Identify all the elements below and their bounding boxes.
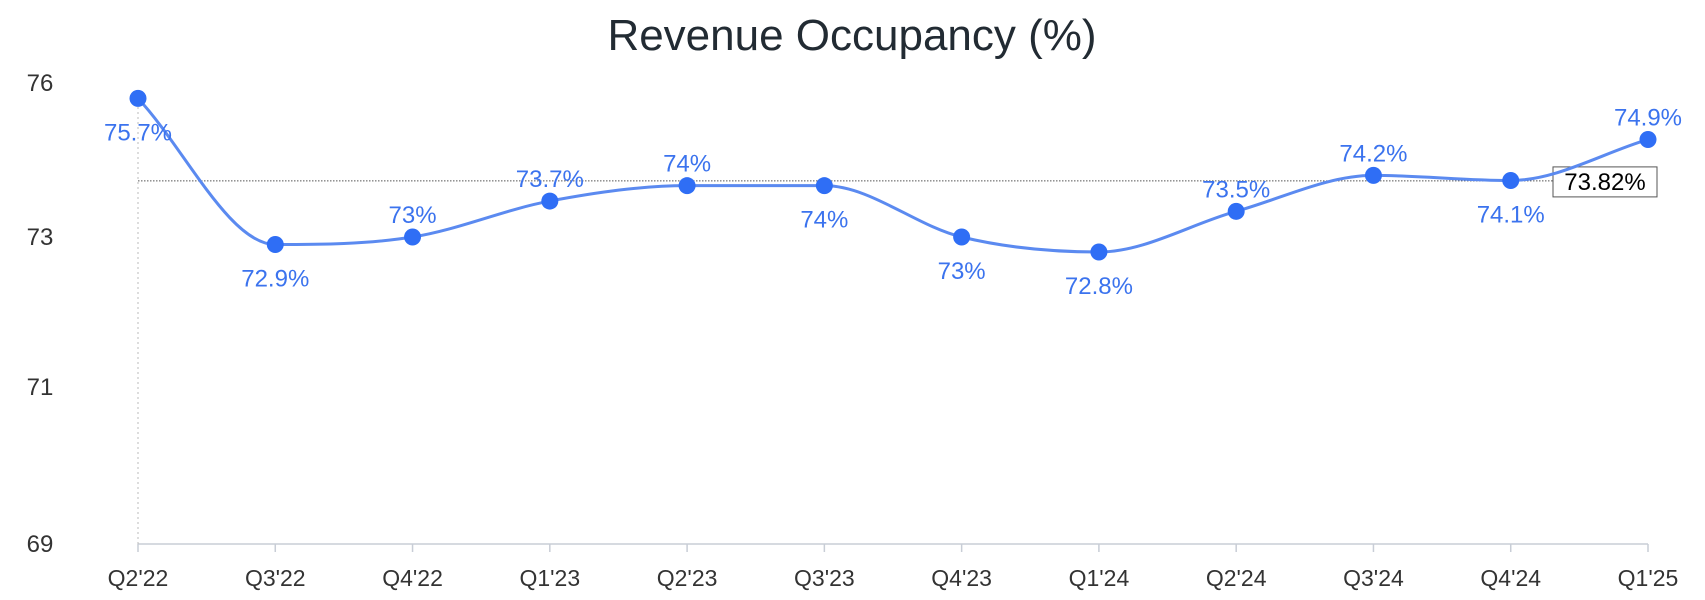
x-tick-label: Q2'24 (1206, 565, 1267, 591)
data-label: 74.1% (1477, 202, 1545, 229)
data-point (404, 228, 422, 246)
x-axis: Q2'22 Q3'22 Q4'22 Q1'23 Q2'23 Q3'23 Q4'23 Q1'24… (108, 97, 1679, 591)
data-point (1227, 202, 1245, 220)
data-point (1090, 243, 1108, 261)
data-label: 73.5% (1202, 176, 1270, 203)
y-tick-label: 76 (27, 70, 54, 97)
x-tick-label: Q4'24 (1480, 565, 1541, 591)
data-label: 73% (389, 202, 437, 229)
reference-line-group: 73.82% (138, 166, 1658, 198)
x-tick-label: Q2'22 (108, 565, 169, 591)
x-tick-label: Q3'23 (794, 565, 855, 591)
x-tick-label: Q1'25 (1618, 565, 1679, 591)
data-label: 74.2% (1339, 140, 1407, 167)
x-tick-label: Q1'23 (519, 565, 580, 591)
y-axis: 69 71 73 76 (27, 70, 54, 558)
x-tick-label: Q1'24 (1069, 565, 1130, 591)
data-label: 73% (938, 258, 986, 285)
series-group (129, 89, 1657, 261)
data-point (541, 192, 559, 210)
data-labels: 75.7% 72.9% 73% 73.7% 74% 74% 73% 72.8% 73.5% 74.… (104, 104, 1682, 300)
x-tick-label: Q2'23 (657, 565, 718, 591)
data-point (953, 228, 971, 246)
data-point (1639, 130, 1657, 148)
data-label: 72.8% (1065, 273, 1133, 300)
reference-label-box (1552, 166, 1658, 198)
data-label: 75.7% (104, 119, 172, 146)
data-point (815, 177, 833, 195)
y-tick-label: 73 (27, 224, 54, 251)
data-label: 74% (663, 151, 711, 178)
data-label: 73.7% (516, 166, 584, 193)
chart-title: Revenue Occupancy (%) (607, 11, 1096, 60)
data-label: 72.9% (241, 266, 309, 293)
data-point (1502, 172, 1520, 190)
y-tick-label: 71 (27, 374, 54, 401)
x-tick-label: Q3'24 (1343, 565, 1404, 591)
data-label: 74% (800, 207, 848, 234)
data-point (678, 177, 696, 195)
data-point (266, 236, 284, 253)
data-point (1364, 166, 1382, 184)
x-tick-label: Q4'22 (382, 565, 443, 591)
series-line (136, 97, 1649, 254)
data-label: 74.9% (1614, 104, 1682, 131)
data-point (129, 89, 147, 107)
x-tick-label: Q3'22 (245, 565, 306, 591)
x-tick-label: Q4'23 (931, 565, 992, 591)
y-tick-label: 69 (27, 531, 54, 558)
reference-label: 73.82% (1564, 169, 1645, 196)
